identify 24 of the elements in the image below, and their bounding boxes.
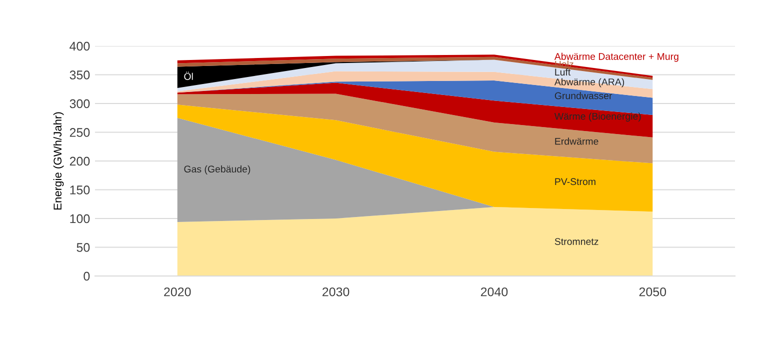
series-label: Gas (Gebäude) <box>184 165 250 174</box>
y-tick-label: 400 <box>70 42 90 51</box>
x-tick-label: 2050 <box>639 287 666 296</box>
series-label: Wärme (Bioenergie) <box>554 112 641 122</box>
series-label: Öl <box>184 72 193 80</box>
x-tick-label: 2040 <box>480 287 508 296</box>
y-tick-label: 100 <box>70 214 90 224</box>
y-tick-label: 350 <box>70 70 90 80</box>
series-label: Erdwärme <box>555 138 598 145</box>
series-label: Abwärme Datacenter + Murg <box>554 52 678 62</box>
y-tick-label: 300 <box>70 99 90 108</box>
series-label: Grundwasser <box>554 92 612 100</box>
y-tick-label: 50 <box>76 243 90 252</box>
y-axis-title: Energie (GWh/Jahr) <box>53 112 64 210</box>
series-label: Stromnetz <box>554 238 598 245</box>
x-tick-label: 2030 <box>322 287 350 296</box>
y-tick-label: 200 <box>70 156 90 166</box>
y-tick-label: 250 <box>70 128 90 137</box>
x-tick-label: 2020 <box>164 287 191 296</box>
y-tick-label: 0 <box>84 272 90 281</box>
series-label: PV-Strom <box>555 178 596 186</box>
series-label: Luft <box>555 68 571 76</box>
y-tick-label: 150 <box>70 186 90 194</box>
series-label: Abwärme (ARA) <box>554 78 624 88</box>
